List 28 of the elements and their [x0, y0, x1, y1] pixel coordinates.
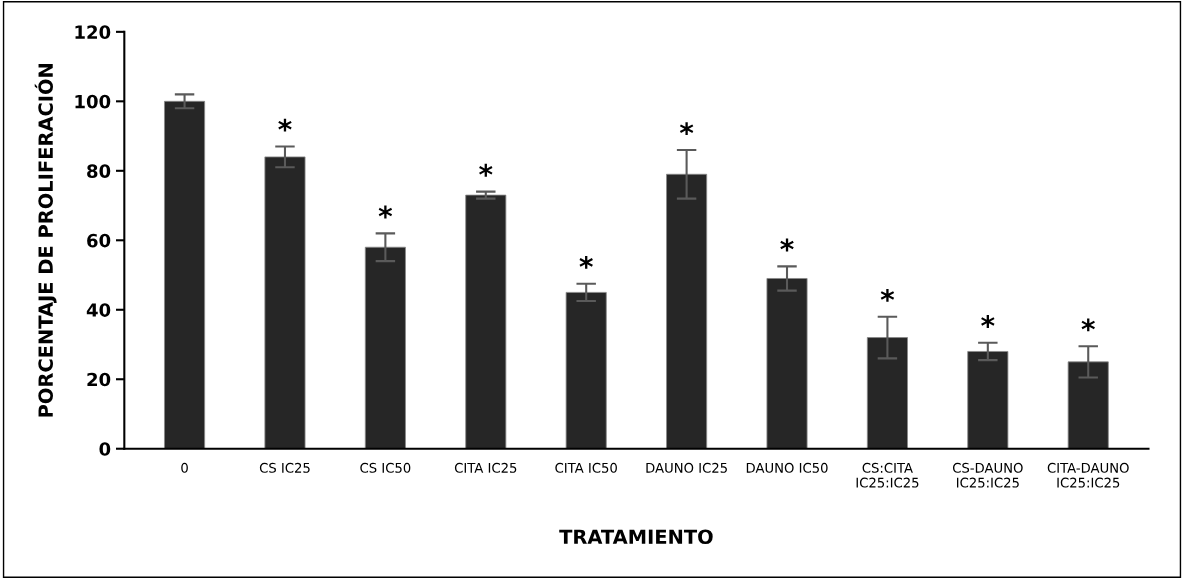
y-axis-title: PORCENTAJE DE PROLIFERACIÓN [34, 64, 57, 417]
annotation: * [981, 314, 995, 328]
y-tick-label: 60 [87, 233, 111, 248]
x-tick-label: CS IC25 [259, 462, 310, 473]
x-tick-label: CS:CITA IC25:IC25 [856, 462, 919, 488]
x-tick-label: CITA IC50 [555, 462, 617, 473]
x-tick-label: DAUNO IC50 [746, 462, 828, 473]
annotation: * [780, 238, 794, 252]
x-tick-label: 0 [181, 462, 188, 473]
y-tick-label: 120 [75, 25, 111, 39]
y-tick-label: 80 [87, 164, 111, 178]
x-axis-title: TRATAMIENTO [559, 529, 713, 545]
annotation: * [479, 163, 493, 177]
annotation: * [579, 255, 593, 269]
x-tick-label: CS IC50 [360, 462, 411, 473]
x-tick-label: CITA IC25 [454, 462, 517, 473]
y-tick-label: 40 [86, 303, 111, 317]
x-tick-label: CITA-DAUNO IC25:IC25 [1047, 462, 1129, 488]
annotation: * [378, 205, 393, 219]
x-tick-label: CS-DAUNO IC25:IC25 [952, 462, 1023, 488]
x-tick-label: DAUNO IC25 [646, 462, 727, 473]
annotation: * [880, 288, 895, 302]
annotation: * [278, 118, 292, 132]
annotation: * [679, 122, 694, 136]
y-tick-label: 0 [99, 442, 111, 456]
y-tick-label: 100 [75, 94, 111, 109]
annotation: * [1081, 318, 1095, 332]
y-tick-label: 20 [87, 372, 111, 387]
